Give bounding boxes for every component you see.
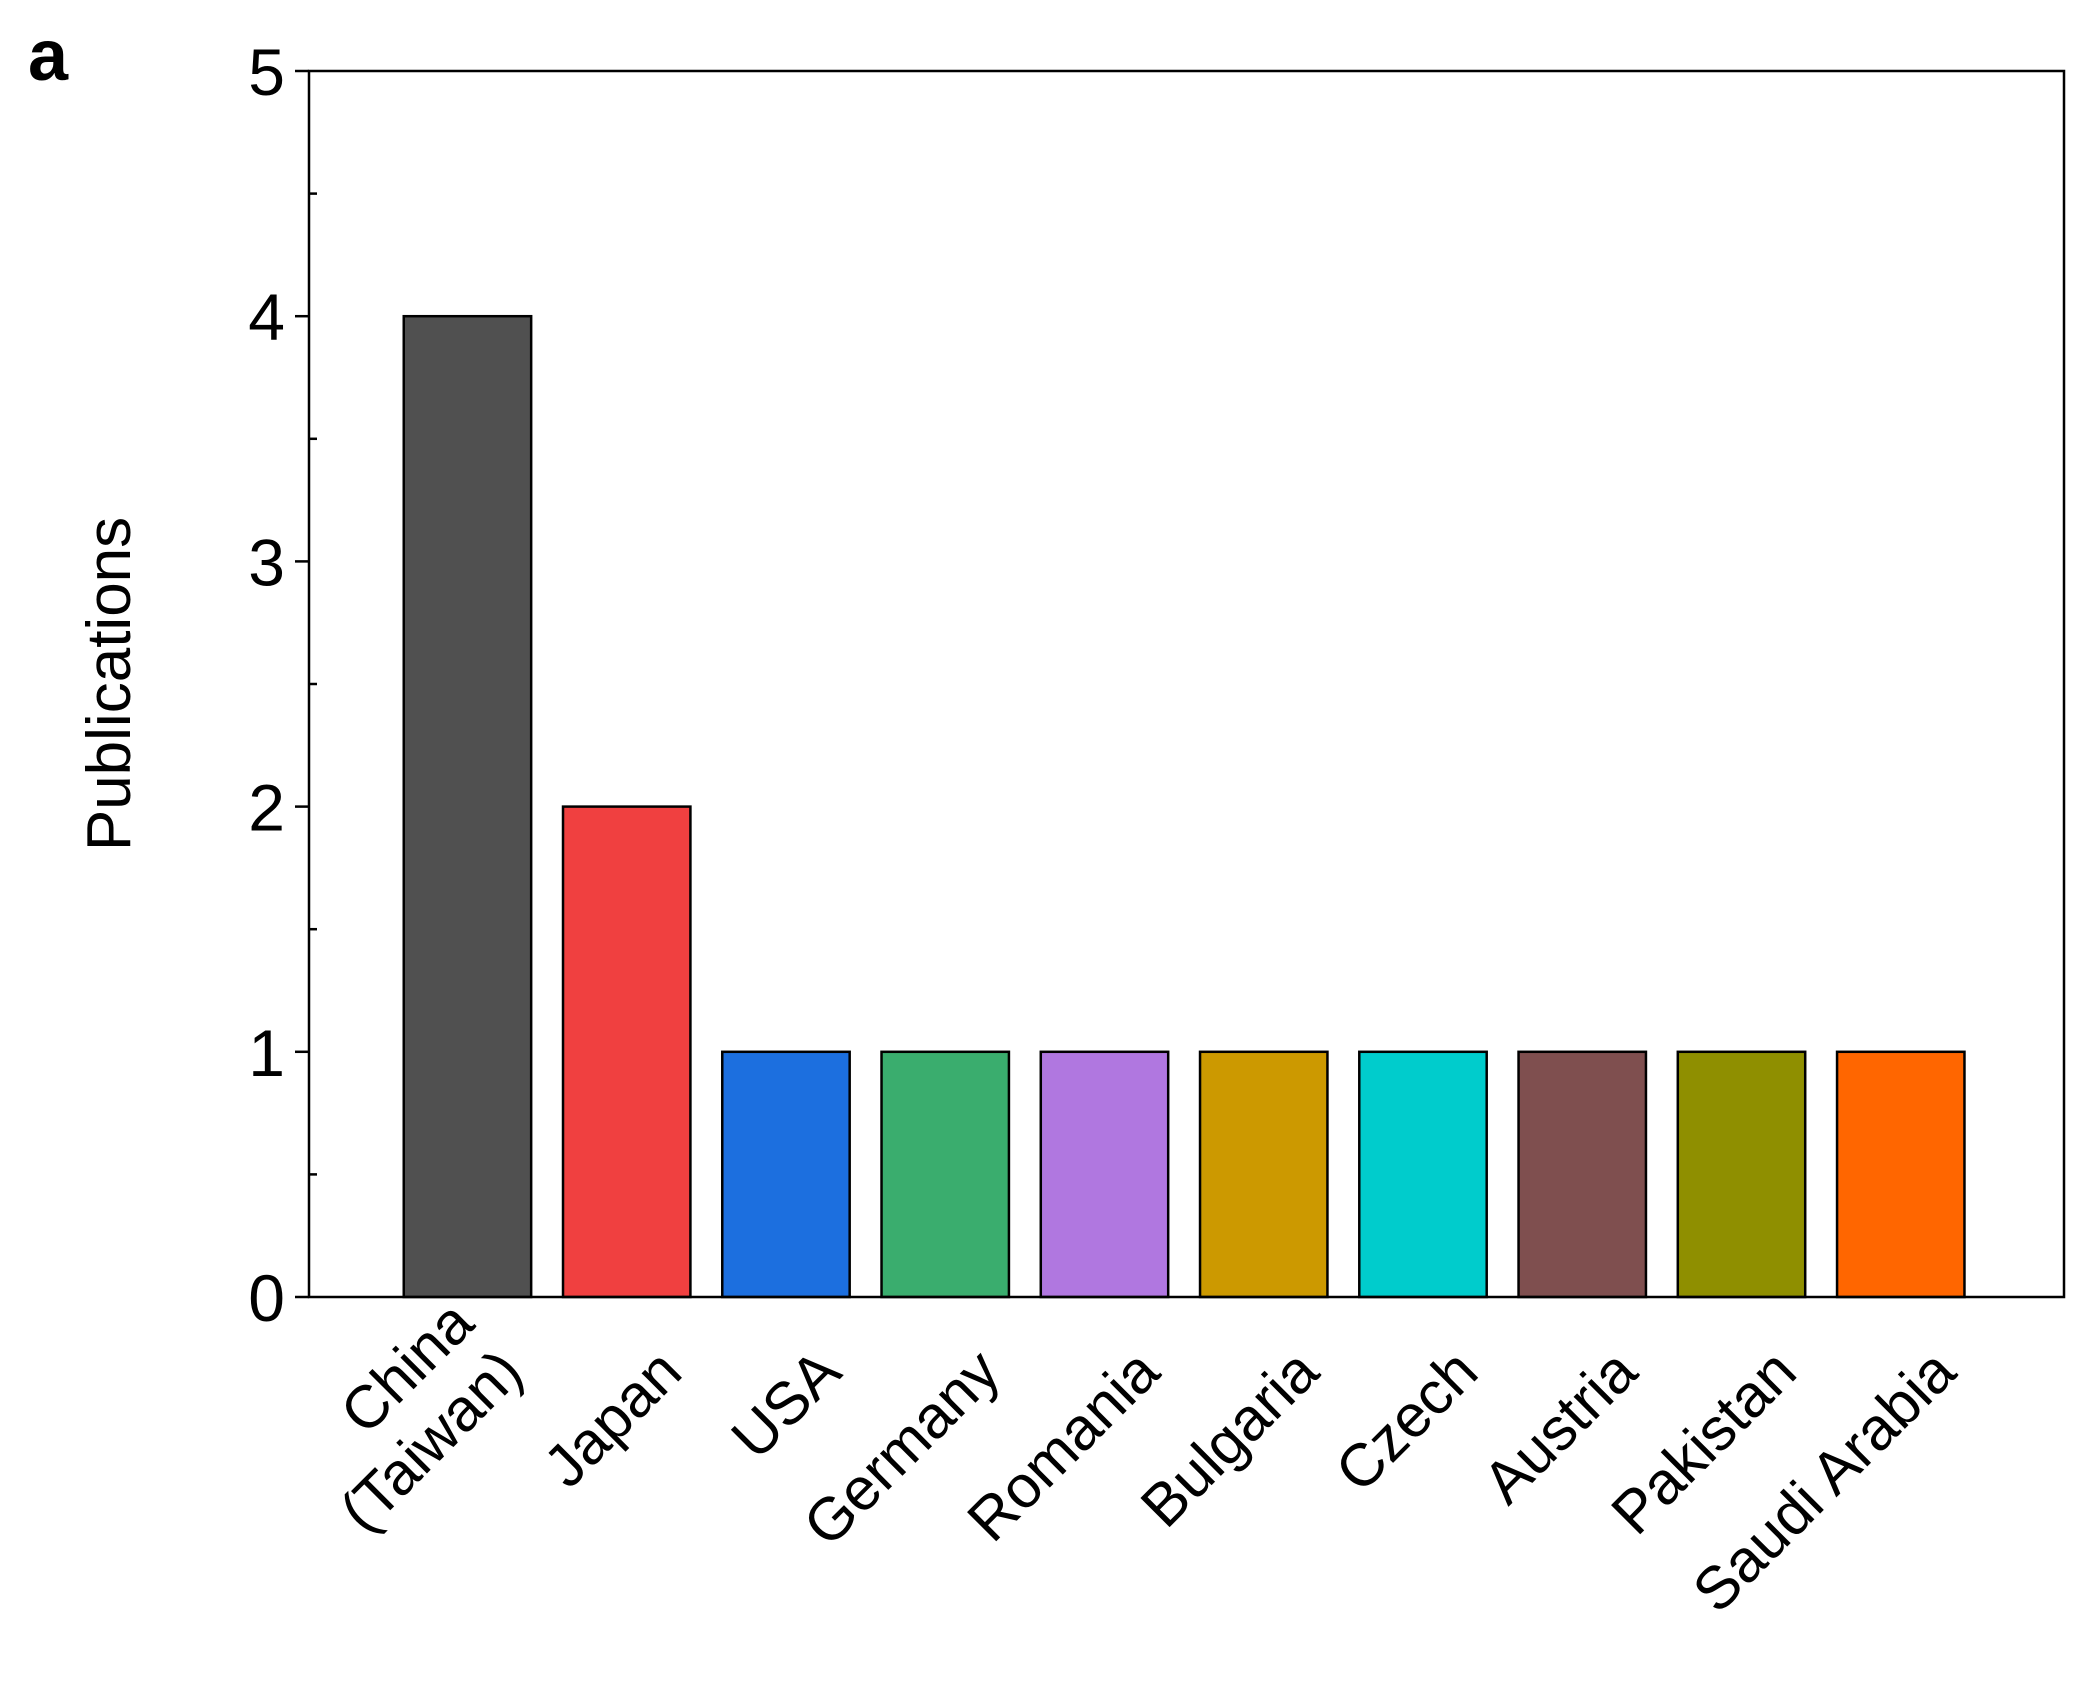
- x-tick-label: Japan: [531, 1337, 694, 1500]
- bar: [561, 805, 692, 1299]
- y-tick-label: 3: [248, 525, 285, 599]
- bar: [880, 1050, 1011, 1299]
- plot-frame: [307, 69, 2066, 1299]
- bar: [1198, 1050, 1329, 1299]
- bar: [402, 314, 533, 1299]
- x-tick-label: Czech: [1323, 1337, 1491, 1505]
- y-tick-label: 0: [248, 1261, 285, 1335]
- y-tick-label: 2: [248, 771, 285, 845]
- bar: [1835, 1050, 1966, 1299]
- bar: [1517, 1050, 1648, 1299]
- x-tick-label: USA: [719, 1337, 854, 1472]
- x-tick-label: Bulgaria: [1128, 1336, 1331, 1539]
- y-tick-label: 5: [248, 35, 285, 109]
- bar: [1358, 1050, 1488, 1299]
- y-tick-label: 4: [248, 280, 285, 354]
- bar: [721, 1050, 851, 1299]
- bar: [1039, 1050, 1170, 1299]
- y-tick-label: 1: [248, 1016, 285, 1090]
- x-tick-label: China(Taiwan): [278, 1288, 535, 1545]
- bar: [1676, 1050, 1807, 1299]
- y-axis-label: Publications: [75, 517, 144, 851]
- panel-label: a: [28, 16, 69, 96]
